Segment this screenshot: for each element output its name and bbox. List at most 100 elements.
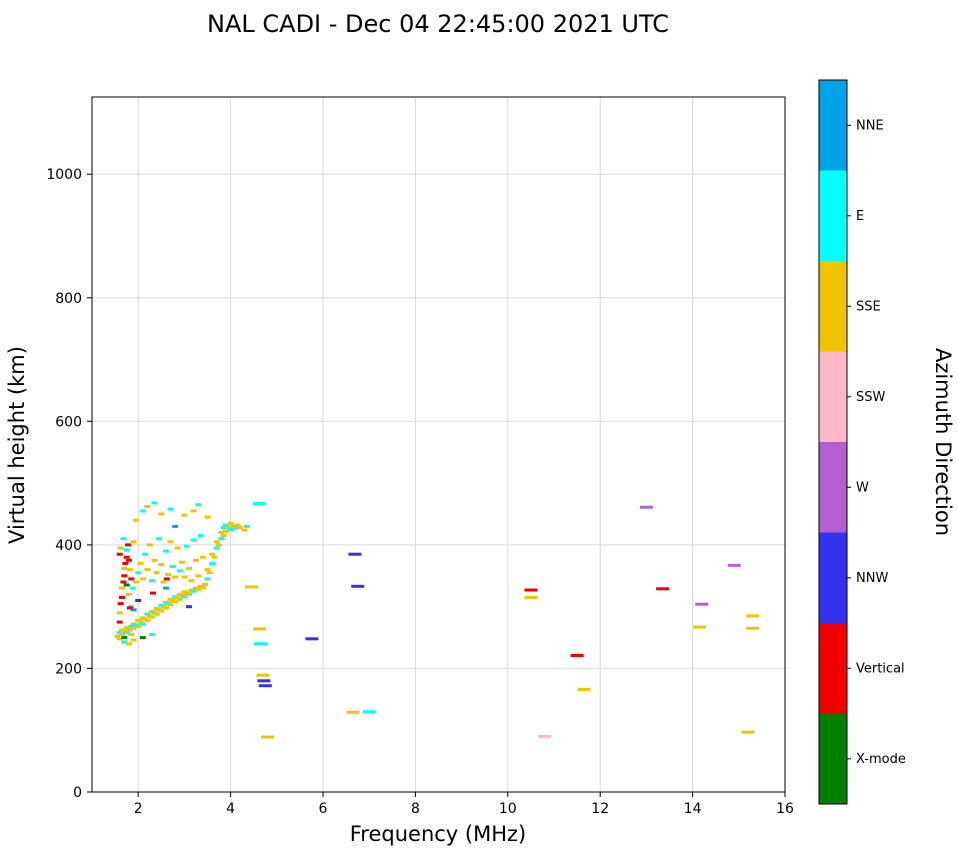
data-point	[204, 577, 211, 581]
data-point	[117, 546, 124, 550]
data-point	[162, 549, 169, 553]
data-point	[216, 543, 223, 547]
data-point	[130, 540, 137, 544]
data-point	[120, 537, 127, 541]
data-point	[577, 687, 591, 691]
colorbar-entry-label: W	[856, 480, 869, 495]
data-point	[123, 583, 130, 587]
data-point	[119, 586, 125, 590]
generated-plot-content: 2 4 6 8 10 12 14 16 0 200 400 600 800 1000 NNE E SSE SSW W…	[46, 79, 906, 817]
x-tick-label: 10	[499, 801, 517, 817]
data-point	[139, 577, 146, 581]
data-point	[144, 612, 151, 616]
data-point	[126, 642, 132, 646]
data-point	[746, 626, 760, 630]
data-point	[209, 552, 216, 556]
data-point	[160, 580, 167, 584]
colorbar-entry-label: SSE	[856, 299, 881, 314]
data-point	[153, 612, 160, 616]
data-point	[151, 558, 158, 562]
data-point	[190, 538, 197, 542]
data-point	[149, 633, 156, 636]
data-point	[167, 603, 174, 607]
data-point	[139, 509, 146, 513]
data-point	[197, 534, 204, 538]
data-point	[220, 534, 227, 538]
colorbar-entry-label: Vertical	[856, 661, 905, 676]
data-point	[172, 575, 179, 579]
data-point	[179, 560, 186, 564]
grid-lines	[92, 97, 786, 793]
data-point	[167, 507, 174, 511]
data-point	[236, 526, 243, 530]
data-point	[139, 636, 146, 640]
data-point	[186, 566, 192, 570]
data-point	[126, 628, 132, 632]
data-point	[137, 620, 144, 624]
data-point	[114, 634, 121, 638]
colorbar-segment	[819, 713, 847, 805]
x-tick-label: 8	[411, 801, 420, 817]
data-point	[120, 580, 127, 584]
data-point	[223, 523, 229, 527]
data-point	[186, 605, 192, 609]
data-point	[137, 561, 144, 565]
data-point	[123, 626, 130, 630]
data-point	[116, 631, 123, 635]
x-tick-label: 14	[684, 801, 702, 817]
data-point	[121, 566, 128, 570]
data-point	[209, 561, 216, 565]
data-point	[119, 595, 125, 599]
data-point	[135, 618, 142, 622]
colorbar-segment	[819, 80, 847, 171]
x-axis-label: Frequency (MHz)	[350, 822, 526, 846]
data-point	[172, 524, 179, 528]
data-point	[346, 710, 360, 714]
data-point	[695, 602, 709, 606]
data-point	[123, 548, 130, 552]
data-point	[204, 515, 211, 519]
data-point	[570, 654, 584, 657]
data-point	[351, 584, 365, 588]
scatter-points	[114, 501, 760, 739]
data-point	[121, 640, 128, 644]
data-point	[211, 555, 218, 559]
data-point	[254, 642, 268, 646]
colorbar-segment	[819, 623, 847, 714]
data-point	[257, 679, 271, 683]
data-point	[252, 502, 266, 505]
data-point	[192, 558, 199, 562]
colorbar-segment	[819, 442, 847, 533]
data-point	[128, 624, 135, 628]
y-tick-label: 1000	[46, 167, 82, 183]
data-point	[130, 608, 137, 612]
data-point	[234, 523, 241, 527]
data-point	[746, 614, 760, 618]
data-point	[243, 524, 250, 528]
data-point	[195, 503, 202, 507]
data-point	[639, 505, 653, 509]
data-point	[186, 592, 192, 596]
data-point	[116, 637, 123, 641]
data-point	[158, 563, 165, 567]
data-point	[188, 579, 195, 583]
data-point	[149, 615, 156, 619]
data-point	[132, 518, 139, 522]
data-point	[181, 595, 188, 599]
data-point	[199, 586, 206, 589]
data-point	[151, 501, 158, 505]
data-point	[232, 526, 239, 530]
data-point	[169, 565, 176, 568]
data-point	[163, 577, 170, 581]
x-tick-label: 4	[226, 801, 235, 817]
colorbar: NNE E SSE SSW W NNW Vertical X-mode	[818, 79, 906, 805]
data-point	[693, 625, 706, 629]
data-point	[130, 638, 137, 642]
data-point	[227, 521, 234, 525]
y-tick-label: 800	[55, 291, 82, 307]
x-tick-label: 6	[319, 801, 328, 817]
data-point	[144, 618, 151, 622]
data-point	[220, 526, 227, 530]
